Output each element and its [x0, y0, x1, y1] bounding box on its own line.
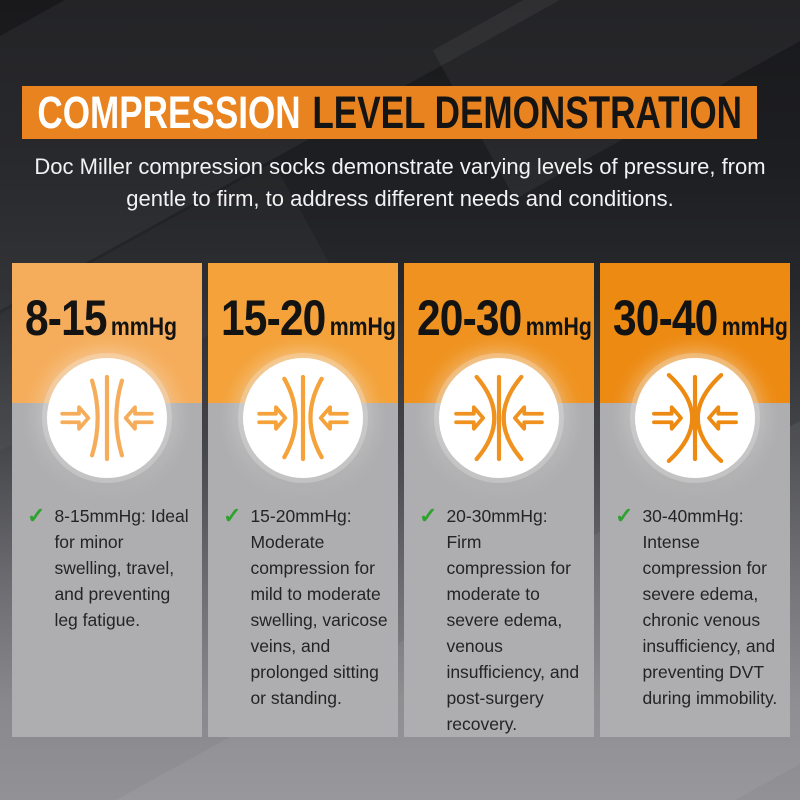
title-bar: COMPRESSION LEVEL DEMONSTRATION [22, 86, 757, 139]
page-title-accent: COMPRESSION [37, 87, 301, 138]
card-20-30mmhg: 20-30 mmHg ✓ 20-30mmHg: Firm compression… [404, 263, 594, 737]
level-unit: mmHg [329, 313, 396, 341]
card-description-row: ✓ 8-15mmHg: Ideal for minor swelling, tr… [27, 503, 193, 633]
page-title-rest: LEVEL DEMONSTRATION [312, 87, 742, 138]
card-description: 20-30mmHg: Firm compression for moderate… [446, 506, 580, 734]
checkmark-icon: ✓ [27, 503, 46, 528]
level-unit: mmHg [110, 313, 178, 341]
card-30-40mmhg: 30-40 mmHg ✓ 30-40mmHg: Intense compress… [600, 263, 790, 737]
compression-arrows-icon [635, 358, 755, 478]
checkmark-icon: ✓ [615, 503, 634, 528]
subtitle: Doc Miller compression socks demonstrate… [0, 151, 800, 215]
compression-arrows-icon [47, 358, 167, 478]
level-range: 20-30 [417, 290, 522, 346]
card-description: 15-20mmHg: Moderate compression for mild… [250, 506, 388, 708]
checkmark-icon: ✓ [419, 503, 438, 528]
card-description-row: ✓ 20-30mmHg: Firm compression for modera… [419, 503, 585, 737]
level-label: 15-20 mmHg [221, 293, 396, 343]
subtitle-line-2: gentle to firm, to address different nee… [126, 186, 674, 211]
card-description-row: ✓ 15-20mmHg: Moderate compression for mi… [223, 503, 389, 711]
level-unit: mmHg [525, 313, 592, 341]
level-range: 30-40 [613, 290, 718, 346]
card-8-15mmhg: 8-15 mmHg ✓ 8-15mmHg: Ideal for minor sw… [12, 263, 202, 737]
subtitle-line-1: Doc Miller compression socks demonstrate… [34, 154, 766, 179]
level-label: 8-15 mmHg [25, 293, 177, 343]
checkmark-icon: ✓ [223, 503, 242, 528]
card-description: 8-15mmHg: Ideal for minor swelling, trav… [54, 506, 189, 630]
level-range: 15-20 [221, 290, 326, 346]
compression-arrows-icon [243, 358, 363, 478]
card-15-20mmhg: 15-20 mmHg ✓ 15-20mmHg: Moderate compres… [208, 263, 398, 737]
card-description-row: ✓ 30-40mmHg: Intense compression for sev… [615, 503, 781, 711]
level-label: 30-40 mmHg [613, 293, 788, 343]
level-label: 20-30 mmHg [417, 293, 592, 343]
level-unit: mmHg [721, 313, 788, 341]
compression-cards: 8-15 mmHg ✓ 8-15mmHg: Ideal for minor sw… [12, 263, 790, 737]
page-title: COMPRESSION LEVEL DEMONSTRATION [37, 90, 742, 135]
card-description: 30-40mmHg: Intense compression for sever… [642, 506, 778, 708]
compression-arrows-icon [439, 358, 559, 478]
level-range: 8-15 [25, 290, 108, 346]
